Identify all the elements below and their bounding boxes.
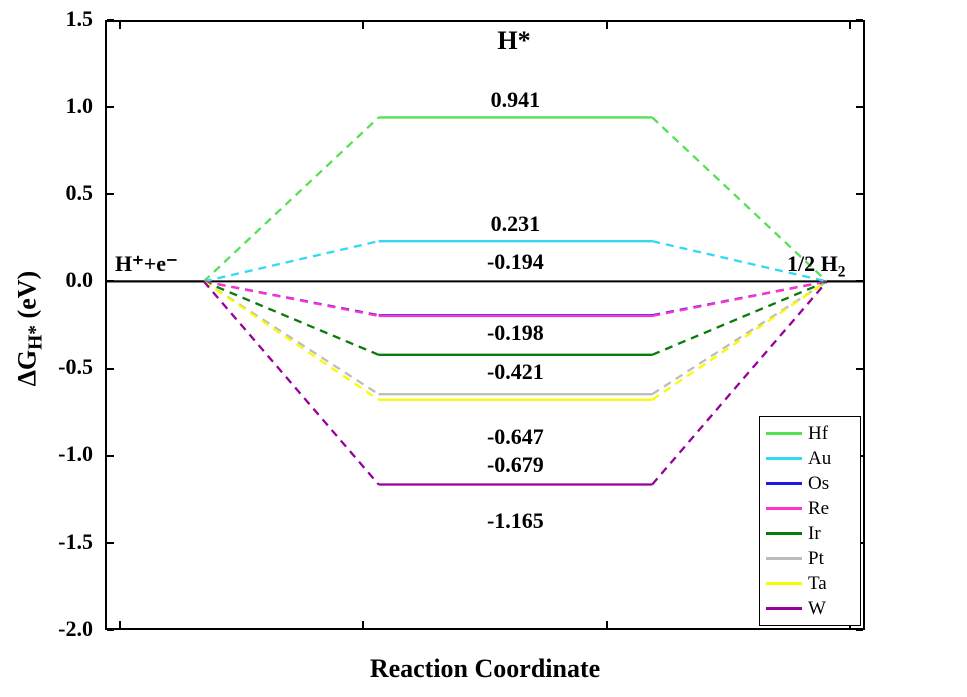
legend-label: Re <box>808 498 829 520</box>
legend-item-au: Au <box>766 446 854 471</box>
value-label-ta: -0.679 <box>465 452 565 478</box>
legend-item-ta: Ta <box>766 571 854 596</box>
legend-label: Hf <box>808 423 828 445</box>
legend-item-os: Os <box>766 471 854 496</box>
legend-item-re: Re <box>766 496 854 521</box>
value-label-os: -0.194 <box>465 249 565 275</box>
legend-item-hf: Hf <box>766 421 854 446</box>
value-label-w: -1.165 <box>465 508 565 534</box>
legend-swatch <box>766 482 802 485</box>
legend-label: Pt <box>808 548 824 570</box>
stage-label-right: 1/2 H2 <box>787 251 845 281</box>
legend-item-w: W <box>766 596 854 621</box>
legend-label: Ir <box>808 523 821 545</box>
value-label-au: 0.231 <box>465 211 565 237</box>
legend-swatch <box>766 532 802 535</box>
legend-swatch <box>766 432 802 435</box>
stage-label-middle: H* <box>497 26 530 56</box>
value-label-pt: -0.647 <box>465 424 565 450</box>
legend-label: Ta <box>808 573 827 595</box>
legend-label: Os <box>808 473 829 495</box>
value-label-hf: 0.941 <box>465 87 565 113</box>
legend-swatch <box>766 507 802 510</box>
legend-swatch <box>766 457 802 460</box>
legend-swatch <box>766 557 802 560</box>
value-label-re: -0.198 <box>465 320 565 346</box>
legend-item-ir: Ir <box>766 521 854 546</box>
legend-label: W <box>808 598 826 620</box>
legend-swatch <box>766 582 802 585</box>
legend-label: Au <box>808 448 831 470</box>
value-label-ir: -0.421 <box>465 359 565 385</box>
legend-item-pt: Pt <box>766 546 854 571</box>
legend: Hf Au Os Re Ir Pt Ta W <box>759 416 861 626</box>
legend-swatch <box>766 607 802 610</box>
stage-label-left: H⁺+e⁻ <box>115 251 178 277</box>
